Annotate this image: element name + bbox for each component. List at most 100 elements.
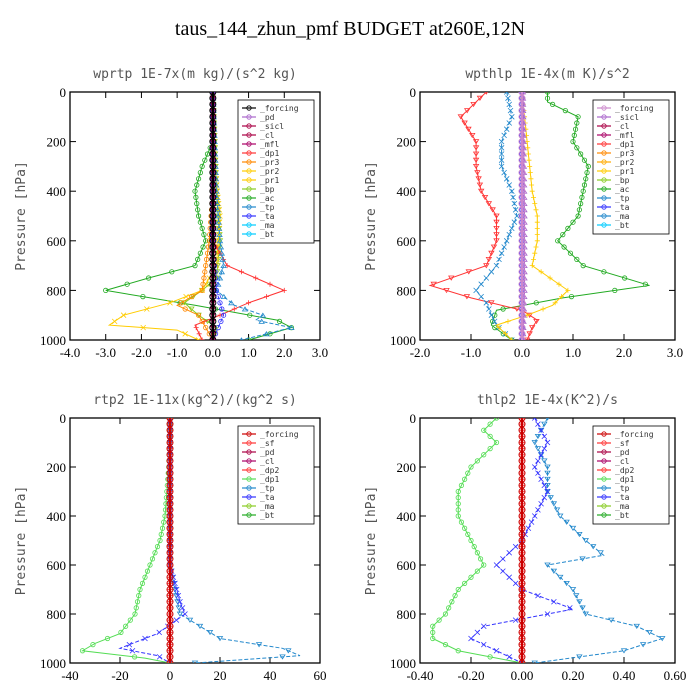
series-marker	[544, 464, 551, 470]
series-marker	[493, 238, 500, 244]
legend-marker	[601, 114, 607, 120]
series-marker	[175, 605, 182, 611]
series-marker	[559, 294, 565, 300]
series-marker	[142, 635, 148, 642]
legend-label: _pd	[260, 448, 275, 457]
series-marker	[487, 433, 493, 439]
series-marker	[525, 525, 532, 532]
series-marker	[529, 263, 535, 269]
y-tick-label: 600	[47, 558, 67, 573]
series-marker	[533, 319, 540, 325]
series-marker	[601, 269, 607, 275]
series-marker	[156, 629, 163, 636]
legend-marker	[601, 168, 607, 174]
legend-label: _mfl	[260, 140, 279, 149]
series-marker	[199, 287, 205, 293]
series-marker	[469, 133, 476, 139]
legend-marker	[246, 231, 252, 237]
series-marker	[541, 482, 548, 489]
legend-box	[592, 99, 670, 235]
legend-label: _bt	[260, 230, 275, 239]
series-marker	[430, 281, 437, 287]
panel-title: wpthlp 1E-4x(m K)/s^2	[465, 67, 629, 82]
series-marker	[129, 647, 136, 654]
series-marker	[220, 312, 227, 318]
legend-label: _ma	[260, 221, 275, 230]
series-marker	[224, 263, 230, 269]
x-tick-label: 0.0	[205, 345, 221, 360]
series-marker	[197, 170, 203, 176]
series-marker	[483, 263, 490, 269]
series-marker	[533, 300, 539, 306]
series-marker	[493, 439, 500, 446]
legend-label: _pr3	[260, 158, 279, 167]
series-marker	[552, 300, 558, 306]
legend-marker	[246, 114, 252, 120]
legend-label: _ta	[260, 493, 275, 502]
series-marker	[488, 312, 495, 318]
legend-marker	[601, 458, 607, 464]
y-tick-label: 1000	[40, 333, 66, 348]
series-marker	[538, 269, 544, 275]
series-marker	[216, 275, 224, 281]
series-marker	[139, 580, 146, 586]
series-marker	[570, 139, 576, 145]
series-marker	[199, 337, 205, 340]
legend-label: _sicl	[260, 122, 284, 131]
x-tick-label: 60	[314, 668, 327, 683]
series-marker	[183, 293, 189, 300]
series-marker	[203, 262, 209, 269]
series-marker	[506, 654, 513, 660]
legend-label: _ma	[260, 502, 275, 511]
series-marker	[472, 157, 480, 163]
x-tick-label: 20	[214, 668, 227, 683]
series-marker	[474, 568, 480, 574]
series-marker	[574, 256, 580, 262]
panel-title: rtp2 1E-11x(kg^2)/(kg^2 s)	[93, 393, 297, 408]
series-marker	[175, 592, 182, 599]
series-marker	[195, 256, 201, 262]
series-marker	[534, 219, 540, 225]
series-marker	[147, 562, 153, 568]
series-marker	[442, 611, 449, 617]
series-marker	[512, 617, 519, 623]
series-marker	[182, 306, 188, 312]
y-tick-label: 400	[397, 509, 417, 524]
legend-label: _dp1	[615, 140, 634, 149]
series-marker	[498, 138, 505, 145]
series-marker	[531, 660, 538, 663]
legend-label: _bp	[615, 176, 630, 185]
series-marker	[535, 507, 541, 513]
panel-title: wprtp 1E-7x(m kg)/(s^2 kg)	[93, 67, 297, 82]
legend-marker	[246, 150, 252, 156]
series-marker	[575, 114, 581, 120]
series-marker	[502, 331, 508, 337]
legend-marker	[246, 213, 252, 219]
series-marker	[506, 574, 513, 581]
series-line-tp	[534, 418, 664, 663]
series-marker	[529, 188, 535, 194]
series-marker	[172, 580, 178, 587]
series-marker	[228, 300, 235, 306]
series-marker	[182, 331, 188, 337]
series-marker	[562, 108, 568, 114]
series-marker	[538, 451, 544, 458]
x-tick-label: -4.0	[60, 345, 81, 360]
series-marker	[526, 331, 533, 337]
series-marker	[442, 642, 449, 648]
series-marker	[463, 108, 471, 114]
x-tick-label: 0.40	[613, 668, 636, 683]
series-marker	[124, 281, 130, 287]
series-marker	[443, 288, 450, 294]
series-line-dp1	[80, 418, 171, 663]
series-marker	[481, 562, 487, 568]
x-tick-label: -2.0	[131, 345, 152, 360]
series-marker	[468, 635, 474, 642]
legend-marker	[246, 105, 252, 111]
series-marker	[179, 605, 186, 611]
y-axis-label: Pressure [hPa]	[364, 161, 379, 271]
x-tick-label: 0	[167, 668, 174, 683]
series-marker	[535, 421, 541, 427]
legend-label: _pd	[615, 448, 630, 457]
series-marker	[132, 611, 138, 617]
